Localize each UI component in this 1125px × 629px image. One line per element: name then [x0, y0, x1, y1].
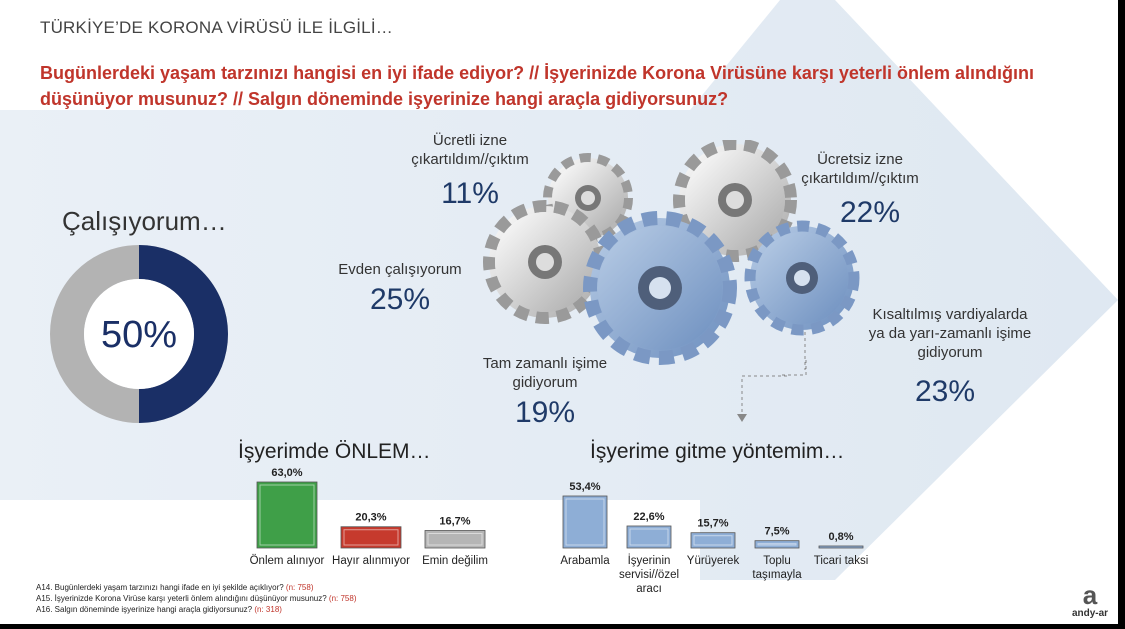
category-label-3-line-1: Emin değilim [422, 555, 488, 567]
measures-bar-chart: 63,0% Önlem alınıyor 20,3% Hayır alınmıyor 1… [250, 467, 488, 567]
gear-label-paid-leave: Ücretli izne çıkartıldım//çıktım [411, 132, 529, 168]
bar-5 [818, 545, 864, 549]
gear-icon-left [483, 200, 607, 324]
footnote-a14: A14. Bugünlerdeki yaşam tarzınızı hangi … [36, 583, 314, 592]
gear-pct-home-office: 25% [369, 283, 431, 316]
connector-arrow [737, 375, 790, 422]
category-label-2-line-1: Hayır alınmıyor [332, 555, 410, 567]
footnote-a16: A16. Salgın döneminde işyerinize hangi a… [36, 605, 282, 614]
bar-value-label-1: 53,4% [569, 481, 600, 493]
connector-line-2 [780, 360, 807, 376]
supertitle: TÜRKİYE’DE KORONA VİRÜSÜ İLE İLGİLİ… [40, 18, 393, 37]
category-label-2-line-2: servisi//özel [619, 569, 679, 581]
bar-2 [626, 525, 672, 549]
working-donut: 50% [50, 245, 228, 423]
category-label-4-line-2: taşımayla [752, 569, 802, 581]
category-label-2-line-1: İşyerinin [628, 554, 671, 567]
bar-highlight-3 [693, 535, 733, 546]
footnotes: A14. Bugünlerdeki yaşam tarzınızı hangi … [36, 582, 357, 615]
bar-value-label-3: 16,7% [439, 516, 470, 528]
brand-logo: a andy-ar [1068, 582, 1112, 619]
bar-value-label-3: 15,7% [697, 518, 728, 530]
category-label-1-line-1: Arabamla [560, 555, 610, 567]
bar-4 [754, 540, 800, 549]
question-text: Bugünlerdeki yaşam tarzınızı hangisi en … [40, 63, 1034, 109]
donut-value: 50% [101, 314, 177, 356]
gear-label-home-office: Evden çalışıyorum [338, 261, 462, 278]
bar-3 [690, 532, 736, 549]
gear-label-shortened-shifts: Kısaltılmış vardiyalarda ya da yarı-zaman… [868, 306, 1032, 361]
footnote-a15: A15. İşyerinizde Korona Virüse karşı yet… [36, 594, 357, 603]
gear-pct-shortened-shifts: 23% [914, 375, 976, 408]
gear-icon-small-top [543, 153, 633, 243]
chart2-title: İşyerime gitme yöntemim… [590, 440, 845, 463]
bar-value-label-4: 7,5% [764, 526, 789, 538]
bar-highlight-2 [629, 528, 669, 546]
donut-filled-arc [138, 245, 228, 423]
logo-text: andy-ar [1071, 608, 1109, 619]
gear-icon-blue-right [744, 220, 860, 336]
gear-pct-unpaid-leave: 22% [839, 196, 901, 229]
bar-1 [562, 495, 608, 549]
gears-illustration [483, 140, 860, 370]
category-label-5-line-1: Ticari taksi [814, 555, 869, 567]
category-label-2-line-3: aracı [636, 583, 662, 595]
gear-label-full-time: Tam zamanlı işime gidiyorum [482, 355, 608, 391]
bar-value-label-2: 20,3% [355, 512, 386, 524]
bar-highlight-1 [259, 484, 315, 546]
gear-icon-blue-center [583, 211, 737, 365]
bar-highlight-4 [757, 543, 797, 546]
bar-1 [256, 481, 318, 549]
bar-2 [340, 526, 402, 549]
gear-pct-full-time: 19% [514, 396, 576, 429]
category-label-4-line-1: Toplu [763, 555, 791, 567]
bar-value-label-1: 63,0% [271, 467, 302, 479]
bar-highlight-2 [343, 529, 399, 546]
gear-pct-paid-leave: 11% [441, 177, 499, 210]
gear-icon-large-top-right [673, 140, 797, 262]
bar-highlight-3 [427, 533, 483, 546]
category-label-3-line-1: Yürüyerek [687, 555, 740, 567]
bar-highlight-1 [565, 498, 605, 546]
gear-label-unpaid-leave: Ücretsiz izne çıkartıldım//çıktım [801, 151, 919, 187]
category-label-1-line-1: Önlem alınıyor [250, 555, 325, 567]
donut-title: Çalışıyorum… [62, 206, 227, 236]
bar-value-label-5: 0,8% [828, 531, 853, 543]
bar-value-label-2: 22,6% [633, 511, 664, 523]
commute-bar-chart: 53,4% Arabamla 22,6% İşyerinin servisi//özel… [560, 481, 869, 595]
bar-3 [424, 530, 486, 549]
chart1-title: İşyerimde ÖNLEM… [238, 440, 431, 463]
logo-mark: a [1082, 580, 1098, 610]
donut-hole [84, 279, 194, 389]
